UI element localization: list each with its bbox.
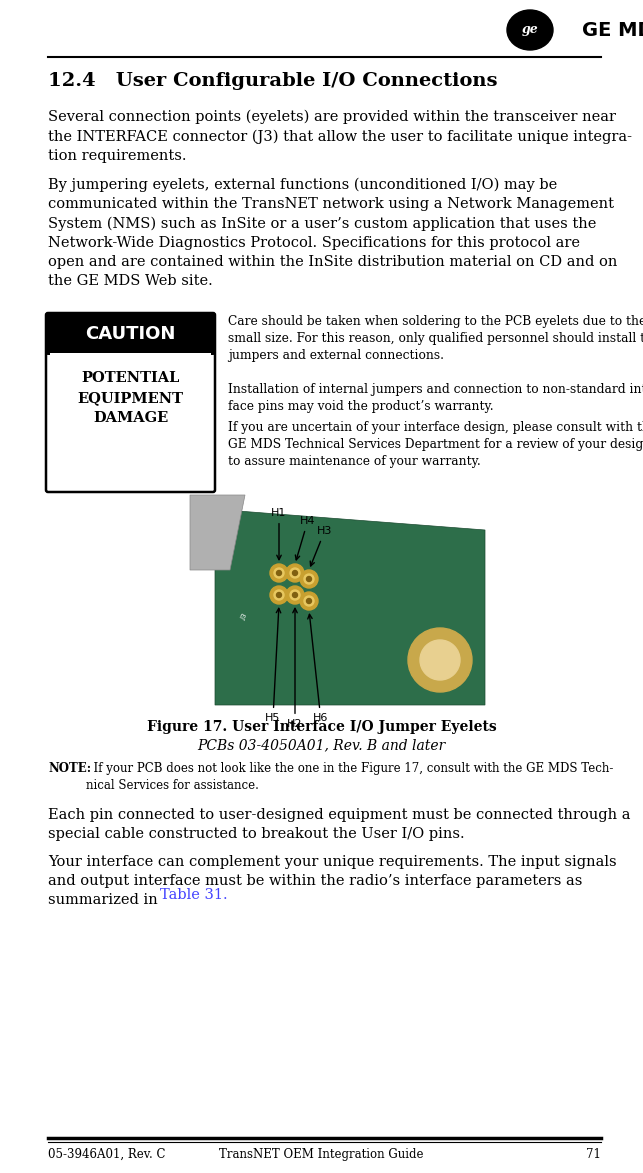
Circle shape bbox=[300, 570, 318, 588]
FancyBboxPatch shape bbox=[46, 313, 215, 355]
Text: Installation of internal jumpers and connection to non-standard inter-
face pins: Installation of internal jumpers and con… bbox=[228, 384, 643, 413]
Text: H1: H1 bbox=[271, 508, 287, 560]
Circle shape bbox=[300, 592, 318, 610]
Text: If you are uncertain of your interface design, please consult with the
GE MDS Te: If you are uncertain of your interface d… bbox=[228, 421, 643, 468]
Polygon shape bbox=[190, 495, 245, 570]
Bar bbox=[48, 334, 213, 353]
Text: H5: H5 bbox=[266, 609, 281, 723]
Text: TransNET OEM Integration Guide: TransNET OEM Integration Guide bbox=[219, 1148, 424, 1161]
Text: ge: ge bbox=[521, 23, 538, 36]
Text: J3: J3 bbox=[240, 612, 248, 621]
Circle shape bbox=[290, 590, 300, 601]
Bar bbox=[50, 353, 211, 357]
Text: If your PCB does not look like the one in the Figure 17, consult with the GE MDS: If your PCB does not look like the one i… bbox=[86, 762, 613, 792]
Circle shape bbox=[286, 586, 304, 604]
Circle shape bbox=[290, 568, 300, 578]
Text: CAUTION: CAUTION bbox=[86, 325, 176, 343]
Text: Several connection points (eyelets) are provided within the transceiver near
the: Several connection points (eyelets) are … bbox=[48, 110, 632, 163]
Circle shape bbox=[270, 564, 288, 582]
Circle shape bbox=[293, 570, 298, 576]
Circle shape bbox=[304, 574, 314, 584]
Text: By jumpering eyelets, external functions (unconditioned I/O) may be
communicated: By jumpering eyelets, external functions… bbox=[48, 178, 617, 287]
Ellipse shape bbox=[507, 11, 553, 50]
Circle shape bbox=[307, 576, 311, 582]
Text: Care should be taken when soldering to the PCB eyelets due to their
small size. : Care should be taken when soldering to t… bbox=[228, 316, 643, 362]
Text: NOTE:: NOTE: bbox=[48, 762, 91, 775]
Text: PCBs 03-4050A01, Rev. B and later: PCBs 03-4050A01, Rev. B and later bbox=[197, 738, 446, 752]
Text: Table 31.: Table 31. bbox=[160, 888, 228, 902]
Text: 71: 71 bbox=[586, 1148, 601, 1161]
FancyBboxPatch shape bbox=[46, 313, 215, 491]
Circle shape bbox=[408, 628, 472, 692]
Circle shape bbox=[420, 640, 460, 680]
Circle shape bbox=[304, 596, 314, 606]
Circle shape bbox=[274, 568, 284, 578]
Circle shape bbox=[276, 570, 282, 576]
Text: Your interface can complement your unique requirements. The input signals
and ou: Your interface can complement your uniqu… bbox=[48, 855, 617, 907]
Circle shape bbox=[286, 564, 304, 582]
Text: GE MDS: GE MDS bbox=[582, 20, 643, 40]
Text: Each pin connected to user-designed equipment must be connected through a
specia: Each pin connected to user-designed equi… bbox=[48, 808, 631, 841]
Text: EQUIPMENT: EQUIPMENT bbox=[78, 391, 183, 405]
Text: DAMAGE: DAMAGE bbox=[93, 411, 168, 425]
Polygon shape bbox=[215, 510, 485, 705]
Text: 12.4   User Configurable I/O Connections: 12.4 User Configurable I/O Connections bbox=[48, 72, 498, 90]
Circle shape bbox=[274, 590, 284, 601]
Text: H4: H4 bbox=[295, 516, 316, 560]
Text: H3: H3 bbox=[310, 526, 332, 567]
Circle shape bbox=[276, 592, 282, 597]
Circle shape bbox=[293, 592, 298, 597]
Circle shape bbox=[270, 586, 288, 604]
Text: POTENTIAL: POTENTIAL bbox=[81, 371, 179, 385]
Circle shape bbox=[307, 598, 311, 603]
Text: 05-3946A01, Rev. C: 05-3946A01, Rev. C bbox=[48, 1148, 166, 1161]
Text: H2: H2 bbox=[287, 609, 303, 728]
Text: H6: H6 bbox=[308, 615, 329, 723]
Text: Figure 17. User Interface I/O Jumper Eyelets: Figure 17. User Interface I/O Jumper Eye… bbox=[147, 720, 496, 734]
